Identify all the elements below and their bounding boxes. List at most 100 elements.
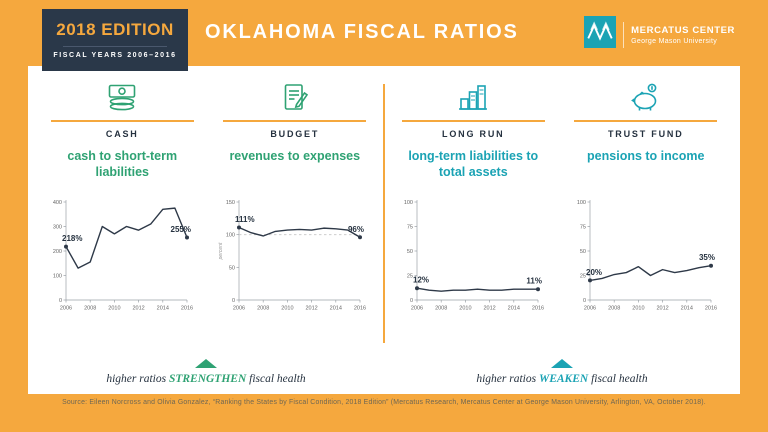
svg-text:2014: 2014 xyxy=(329,306,341,312)
svg-text:2006: 2006 xyxy=(584,306,596,312)
chart-trustfund: 0 25 50 75 100 2006 2008 2010 2012 2014 2016 20% 35% xyxy=(565,185,727,322)
svg-text:75: 75 xyxy=(407,225,413,231)
svg-text:2012: 2012 xyxy=(305,306,317,312)
svg-text:percent: percent xyxy=(218,242,224,260)
svg-text:2008: 2008 xyxy=(608,306,620,312)
chart-cash: 0 100 200 300 400 2006 2008 2010 2012 2014 2016 218… xyxy=(41,185,203,322)
column-rule xyxy=(574,120,718,122)
svg-text:2012: 2012 xyxy=(656,306,668,312)
column-title-longrun: long-term liabilities to total assets xyxy=(408,149,539,179)
svg-text:0: 0 xyxy=(232,298,235,304)
svg-text:2016: 2016 xyxy=(705,306,717,312)
edition-badge-title: 2018 EDITION xyxy=(56,20,174,39)
svg-text:50: 50 xyxy=(580,249,586,255)
column-longrun: LONG RUN long-term liabilities to total … xyxy=(387,80,560,359)
page-title: OKLAHOMA FISCAL RATIOS xyxy=(205,21,519,43)
svg-text:35%: 35% xyxy=(699,253,715,262)
column-label-budget: BUDGET xyxy=(270,129,320,139)
svg-text:100: 100 xyxy=(53,274,62,280)
svg-text:2006: 2006 xyxy=(411,306,423,312)
mercatus-logo: MERCATUS CENTER George Mason University xyxy=(584,16,735,53)
footer-strengthen: higher ratios STRENGTHEN fiscal health xyxy=(28,359,384,385)
footer-strengthen-prefix: higher ratios xyxy=(106,373,169,385)
svg-text:400: 400 xyxy=(53,200,62,206)
svg-text:2010: 2010 xyxy=(109,306,121,312)
svg-text:75: 75 xyxy=(580,225,586,231)
svg-text:2008: 2008 xyxy=(257,306,269,312)
column-title-trustfund: pensions to income xyxy=(587,149,705,163)
column-rule xyxy=(223,120,367,122)
column-label-longrun: LONG RUN xyxy=(442,129,505,139)
svg-text:100: 100 xyxy=(577,200,586,206)
money-stack-icon xyxy=(105,80,139,112)
svg-text:2014: 2014 xyxy=(680,306,692,312)
svg-text:2016: 2016 xyxy=(532,306,544,312)
svg-text:2014: 2014 xyxy=(157,306,169,312)
column-rule xyxy=(401,120,545,122)
svg-text:100: 100 xyxy=(404,200,413,206)
svg-text:2010: 2010 xyxy=(281,306,293,312)
svg-text:25: 25 xyxy=(580,274,586,280)
svg-text:150: 150 xyxy=(226,200,235,206)
column-trustfund: TRUST FUND pensions to income 0 25 50 75 100… xyxy=(560,80,733,359)
chart-budget: 0 50 100 150 2006 2008 2010 2012 2014 2016 percent… xyxy=(214,185,376,322)
svg-text:11%: 11% xyxy=(527,277,543,286)
center-divider xyxy=(383,84,385,343)
piggy-bank-icon xyxy=(629,80,663,112)
column-label-cash: CASH xyxy=(105,129,139,139)
column-cash: CASH cash to short-term liabilities 0 100… xyxy=(36,80,209,359)
svg-text:200: 200 xyxy=(53,249,62,255)
document-pencil-icon xyxy=(280,80,310,112)
footer-weaken-suffix: fiscal health xyxy=(588,373,648,385)
up-triangle-teal-icon xyxy=(551,359,573,368)
svg-text:300: 300 xyxy=(53,225,62,231)
source-citation: Source: Eileen Norcross and Olivia Gonza… xyxy=(62,399,706,406)
building-bars-icon xyxy=(456,80,490,112)
logo-subtitle: George Mason University xyxy=(631,37,718,45)
svg-text:50: 50 xyxy=(229,265,235,271)
svg-text:2010: 2010 xyxy=(632,306,644,312)
footer-strengthen-keyword: STRENGTHEN xyxy=(168,373,247,385)
footer-weaken-prefix: higher ratios xyxy=(476,373,539,385)
column-rule xyxy=(50,120,194,122)
svg-text:0: 0 xyxy=(583,298,586,304)
column-title-budget: revenues to expenses xyxy=(229,149,361,163)
content-panel: CASH cash to short-term liabilities 0 100… xyxy=(28,66,740,394)
svg-text:218%: 218% xyxy=(62,234,82,243)
svg-text:0: 0 xyxy=(410,298,413,304)
svg-text:96%: 96% xyxy=(348,225,364,234)
column-label-trustfund: TRUST FUND xyxy=(608,129,684,139)
svg-text:2008: 2008 xyxy=(435,306,447,312)
columns-area: CASH cash to short-term liabilities 0 100… xyxy=(28,66,740,359)
svg-text:2016: 2016 xyxy=(354,306,366,312)
svg-text:2010: 2010 xyxy=(460,306,472,312)
svg-text:2006: 2006 xyxy=(233,306,245,312)
svg-text:20%: 20% xyxy=(586,268,602,277)
svg-text:255%: 255% xyxy=(171,225,191,234)
logo-divider xyxy=(623,21,625,48)
footer-row: higher ratios STRENGTHEN fiscal health h… xyxy=(28,359,740,394)
svg-text:100: 100 xyxy=(226,233,235,239)
svg-text:2006: 2006 xyxy=(60,306,72,312)
svg-text:50: 50 xyxy=(407,249,413,255)
mercatus-logo-icon xyxy=(584,16,617,53)
up-triangle-green-icon xyxy=(195,359,217,368)
column-title-cash: cash to short-term liabilities xyxy=(67,149,178,179)
edition-badge: 2018 EDITION FISCAL YEARS 2006–2016 xyxy=(42,9,188,71)
svg-text:111%: 111% xyxy=(235,215,255,224)
svg-text:2012: 2012 xyxy=(133,306,145,312)
edition-badge-divider xyxy=(63,46,167,47)
logo-name: MERCATUS CENTER xyxy=(631,24,735,36)
svg-text:2016: 2016 xyxy=(181,306,193,312)
right-half: LONG RUN long-term liabilities to total … xyxy=(387,80,732,359)
footer-weaken: higher ratios WEAKEN fiscal health xyxy=(384,359,740,385)
svg-text:2012: 2012 xyxy=(484,306,496,312)
svg-text:0: 0 xyxy=(59,298,62,304)
svg-text:25: 25 xyxy=(407,274,413,280)
column-budget: BUDGET revenues to expenses 0 50 100 150 200… xyxy=(209,80,382,359)
footer-strengthen-suffix: fiscal health xyxy=(246,373,306,385)
svg-text:2008: 2008 xyxy=(84,306,96,312)
edition-badge-subtitle: FISCAL YEARS 2006–2016 xyxy=(53,52,177,59)
left-half: CASH cash to short-term liabilities 0 100… xyxy=(36,80,381,359)
svg-text:2014: 2014 xyxy=(508,306,520,312)
